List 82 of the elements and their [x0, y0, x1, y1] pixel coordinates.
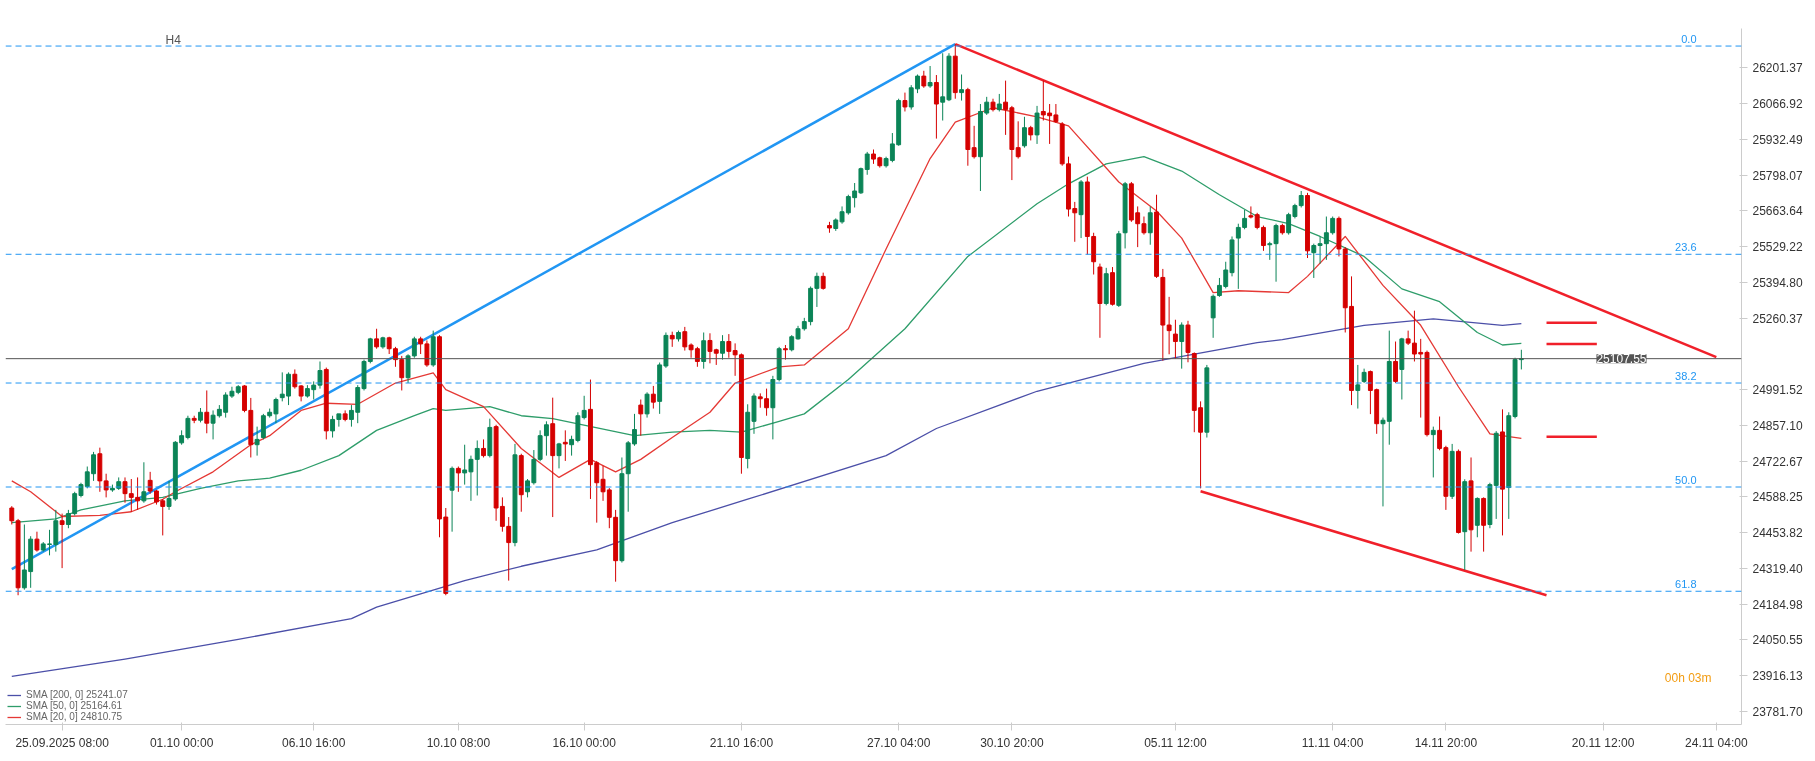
candlestick: [959, 74, 965, 102]
candlestick: [1034, 105, 1040, 145]
y-tick-label: 26066.92: [1752, 97, 1803, 112]
candlestick: [1210, 293, 1216, 339]
y-tick-label: 24453.82: [1752, 526, 1803, 541]
candlestick: [556, 442, 562, 469]
candlestick: [1172, 319, 1178, 360]
candlestick: [254, 426, 260, 457]
candlestick: [481, 438, 486, 458]
candlestick: [374, 328, 380, 350]
x-tick-label: 21.10 16:00: [709, 735, 774, 750]
x-tick-label: 06.10 16:00: [282, 735, 346, 750]
candlestick: [455, 466, 461, 493]
candlestick: [927, 65, 933, 89]
legend-label: SMA [50, 0] 25164.61: [26, 700, 123, 711]
annotation: 0.0: [1681, 33, 1697, 46]
legend-label: SMA [200, 0] 25241.07: [26, 689, 128, 700]
candlestick: [1147, 205, 1153, 246]
x-tick-label: 25.09.2025 08:00: [15, 735, 110, 750]
y-tick-label: 25529.22: [1752, 240, 1803, 255]
candlestick: [1166, 296, 1172, 355]
annotation: 23.6: [1675, 241, 1697, 254]
candlestick: [9, 505, 15, 525]
y-tick-label: 24319.40: [1752, 561, 1803, 576]
y-tick-label: 25932.49: [1752, 132, 1803, 147]
x-tick-label: 11.11 04:00: [1301, 735, 1364, 750]
x-tick-label: 30.10 20:00: [980, 735, 1044, 750]
y-tick-label: 24050.55: [1752, 633, 1803, 648]
x-tick-label: 20.11 12:00: [1571, 735, 1635, 750]
candlestick: [720, 334, 725, 361]
annotation: 61.8: [1675, 578, 1697, 591]
x-tick-label: 24.11 04:00: [1685, 735, 1748, 750]
x-tick-label: 05.11 12:00: [1144, 735, 1207, 750]
annotation: 38.2: [1675, 370, 1697, 383]
y-tick-label: 25260.37: [1752, 311, 1803, 326]
annotation: 50.0: [1675, 474, 1697, 486]
y-tick-label: 24588.25: [1752, 490, 1803, 505]
line-series: [11, 318, 1523, 678]
candlestick: [971, 125, 977, 160]
candlestick: [1355, 364, 1361, 410]
x-tick-label: 01.10 00:00: [149, 735, 214, 750]
candlestick: [650, 385, 656, 410]
annotation: H4: [165, 32, 182, 47]
candlestick: [59, 513, 65, 569]
candlestick: [1430, 426, 1436, 478]
candlestick: [1393, 341, 1399, 384]
candlestick: [204, 389, 210, 434]
y-tick-label: 26201.37: [1752, 61, 1803, 76]
y-tick-label: 25394.80: [1752, 275, 1803, 290]
candlestick: [141, 461, 147, 504]
y-tick-label: 24184.98: [1752, 597, 1803, 612]
y-tick-label: 23781.70: [1752, 704, 1803, 719]
candlestick: [103, 473, 109, 498]
candlestick: [1015, 120, 1021, 160]
x-tick-label: 27.10 04:00: [866, 735, 931, 750]
ref-line-label: 25107.55: [1596, 352, 1647, 367]
candlestick: [449, 466, 455, 533]
candlestick: [1022, 116, 1027, 149]
y-tick-label: 25798.07: [1752, 168, 1803, 183]
y-tick-label: 24722.67: [1752, 454, 1803, 469]
candlestick: [902, 92, 908, 112]
x-tick-label: 16.10 00:00: [552, 735, 617, 750]
candlestick: [1248, 205, 1254, 219]
candlestick: [581, 395, 587, 420]
y-tick-label: 25663.64: [1752, 204, 1803, 219]
candlestick: [292, 368, 298, 390]
candlestick: [726, 333, 732, 359]
y-tick-label: 23916.13: [1752, 669, 1803, 684]
candlestick: [1141, 216, 1147, 236]
y-tick-label: 24991.52: [1752, 383, 1803, 398]
x-tick-label: 14.11 20:00: [1414, 735, 1478, 750]
y-tick-label: 24857.10: [1752, 418, 1803, 433]
candlestick: [933, 74, 939, 140]
candlestick: [34, 531, 40, 553]
x-tick-label: 10.10 08:00: [426, 735, 491, 750]
candlestick: [562, 429, 568, 462]
candlestick: [701, 331, 707, 370]
candlestick: [1179, 321, 1185, 370]
annotation: 00h 03m: [1664, 670, 1712, 685]
candlestick: [644, 391, 650, 419]
legend-label: SMA [20, 0] 24810.75: [26, 711, 123, 722]
candlestick: [638, 399, 644, 437]
